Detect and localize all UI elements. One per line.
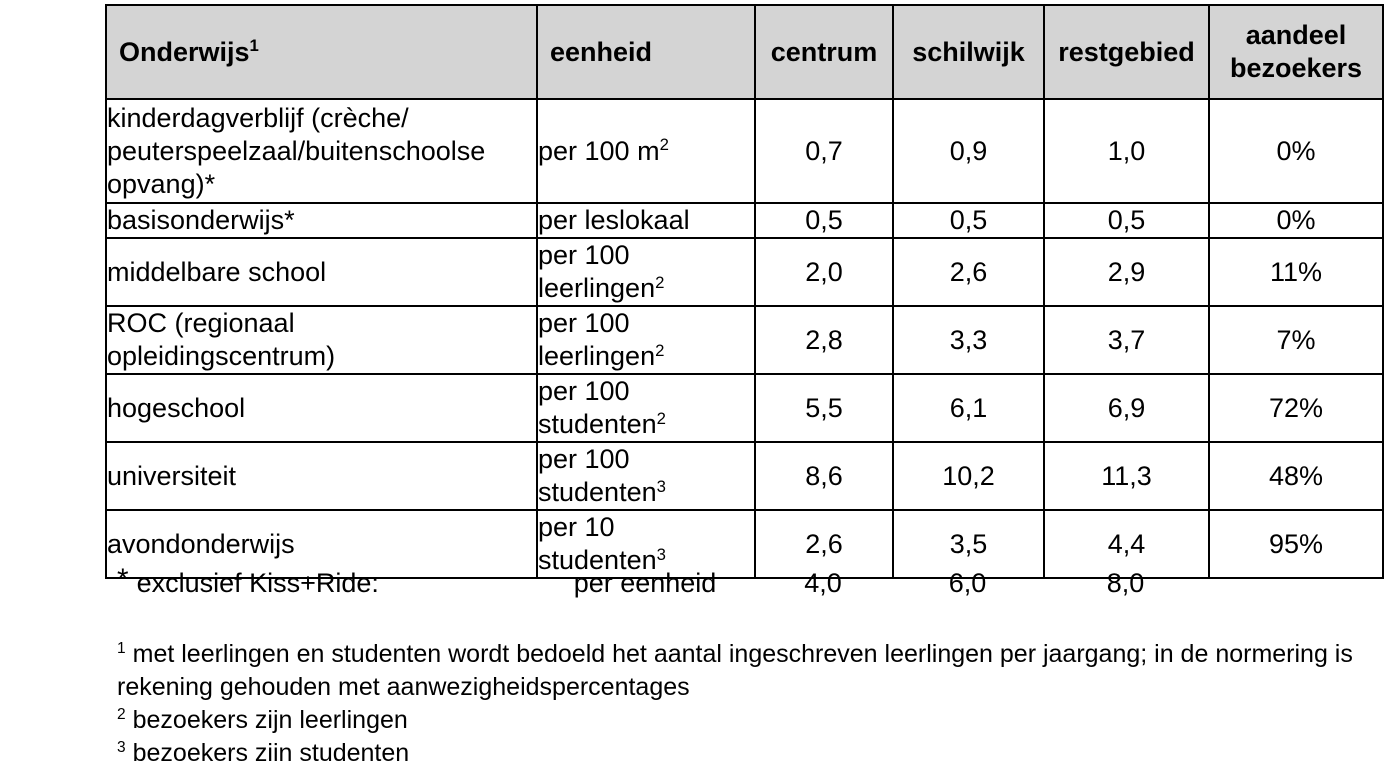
- kiss-and-ride-restgebied: 8,0: [1106, 568, 1145, 598]
- value-restgebied: 11,3: [1043, 441, 1210, 511]
- education-type-cell: universiteit: [105, 441, 538, 511]
- value-schilwijk: 3,5: [892, 509, 1045, 579]
- header-onderwijs-footnote-marker: 1: [249, 36, 259, 56]
- value-restgebied: 1,0: [1043, 98, 1210, 204]
- footnote-3-marker: 3: [117, 739, 126, 757]
- header-schilwijk: schilwijk: [892, 4, 1045, 100]
- value-restgebied: 0,5: [1043, 202, 1210, 239]
- unit-text: per 100 leerlingen: [538, 240, 656, 303]
- unit-text: per 100 leerlingen: [538, 308, 656, 371]
- table-body: kinderdagverblijf (crèche/ peuterspeelza…: [105, 98, 1384, 579]
- value-restgebied: 4,4: [1043, 509, 1210, 579]
- education-type-cell: ROC (regionaal opleidingscentrum): [105, 305, 538, 375]
- value-centrum: 0,7: [754, 98, 894, 204]
- unit-footnote-marker: 2: [656, 408, 666, 428]
- table-row-roc: ROC (regionaal opleidingscentrum) per 10…: [105, 305, 1384, 375]
- kiss-and-ride-schilwijk: 6,0: [948, 568, 987, 598]
- value-schilwijk: 6,1: [892, 373, 1045, 443]
- unit-cell: per 100 studenten2: [536, 373, 756, 443]
- value-restgebied: 3,7: [1043, 305, 1210, 375]
- footnote-1-marker: 1: [117, 640, 126, 658]
- table-row-avondonderwijs: avondonderwijs per 10 studenten3 2,6 3,5…: [105, 509, 1384, 579]
- value-aandeel-bezoekers: 7%: [1208, 305, 1384, 375]
- footnote-2-text: bezoekers zijn leerlingen: [132, 706, 408, 734]
- value-aandeel-bezoekers: 95%: [1208, 509, 1384, 579]
- header-row: Onderwijs1 eenheid centrum schilwijk res…: [105, 4, 1384, 100]
- value-aandeel-bezoekers: 11%: [1208, 237, 1384, 307]
- value-schilwijk: 2,6: [892, 237, 1045, 307]
- kiss-and-ride-label: * exclusief Kiss+Ride:: [105, 563, 536, 601]
- asterisk-marker: *: [117, 563, 129, 597]
- kiss-and-ride-unit: per eenheid: [573, 568, 717, 598]
- table-row-universiteit: universiteit per 100 studenten3 8,6 10,2…: [105, 441, 1384, 511]
- unit-text: per 10 studenten: [538, 512, 657, 575]
- value-schilwijk: 10,2: [892, 441, 1045, 511]
- header-eenheid: eenheid: [536, 4, 756, 100]
- footnote-3: 3 bezoekers zijn studenten: [117, 737, 1357, 761]
- header-onderwijs: Onderwijs1: [105, 4, 538, 100]
- education-type-cell: middelbare school: [105, 237, 538, 307]
- unit-footnote-marker: 3: [656, 544, 666, 564]
- education-type-cell: hogeschool: [105, 373, 538, 443]
- value-restgebied: 2,9: [1043, 237, 1210, 307]
- header-restgebied: restgebied: [1043, 4, 1210, 100]
- value-centrum: 5,5: [754, 373, 894, 443]
- value-centrum: 2,6: [754, 509, 894, 579]
- education-type-cell: basisonderwijs*: [105, 202, 538, 239]
- table-row-kinderdagverblijf: kinderdagverblijf (crèche/ peuterspeelza…: [105, 98, 1384, 204]
- value-schilwijk: 0,5: [892, 202, 1045, 239]
- unit-text: per 100 m: [538, 135, 660, 166]
- footnote-3-text: bezoekers zijn studenten: [132, 739, 410, 761]
- footnote-2: 2 bezoekers zijn leerlingen: [117, 704, 1357, 737]
- unit-cell: per 100 leerlingen2: [536, 305, 756, 375]
- value-centrum: 2,8: [754, 305, 894, 375]
- header-aandeel-bezoekers: aandeel bezoekers: [1208, 4, 1384, 100]
- unit-footnote-marker: 3: [656, 476, 666, 496]
- value-aandeel-bezoekers: 0%: [1208, 98, 1384, 204]
- header-onderwijs-label: Onderwijs: [119, 36, 250, 67]
- footnotes: 1 met leerlingen en studenten wordt bedoe…: [117, 638, 1357, 761]
- kiss-and-ride-label-text: exclusief Kiss+Ride:: [136, 568, 379, 598]
- unit-cell: per 10 studenten3: [536, 509, 756, 579]
- header-centrum: centrum: [754, 4, 894, 100]
- value-schilwijk: 3,3: [892, 305, 1045, 375]
- footnote-2-marker: 2: [117, 706, 126, 724]
- unit-cell: per 100 m2: [536, 98, 756, 204]
- value-aandeel-bezoekers: 0%: [1208, 202, 1384, 239]
- value-aandeel-bezoekers: 72%: [1208, 373, 1384, 443]
- unit-cell: per leslokaal: [536, 202, 756, 239]
- footnote-1: 1 met leerlingen en studenten wordt bedoe…: [117, 638, 1357, 704]
- kiss-and-ride-row: * exclusief Kiss+Ride: per eenheid 4,0 6,…: [105, 563, 1382, 601]
- unit-text: per 100 studenten: [538, 444, 657, 507]
- value-schilwijk: 0,9: [892, 98, 1045, 204]
- kiss-and-ride-centrum: 4,0: [804, 568, 842, 598]
- table-header: Onderwijs1 eenheid centrum schilwijk res…: [105, 4, 1384, 100]
- unit-footnote-marker: 2: [655, 272, 665, 292]
- education-parking-norms-table: Onderwijs1 eenheid centrum schilwijk res…: [105, 4, 1384, 579]
- education-type-cell: avondonderwijs: [105, 509, 538, 579]
- footnote-1-text: met leerlingen en studenten wordt bedoel…: [117, 640, 1353, 701]
- value-restgebied: 6,9: [1043, 373, 1210, 443]
- unit-footnote-marker: 2: [659, 135, 669, 155]
- table-row-middelbare-school: middelbare school per 100 leerlingen2 2,…: [105, 237, 1384, 307]
- value-centrum: 2,0: [754, 237, 894, 307]
- value-centrum: 8,6: [754, 441, 894, 511]
- unit-text: per 100 studenten: [538, 376, 657, 439]
- value-aandeel-bezoekers: 48%: [1208, 441, 1384, 511]
- unit-cell: per 100 leerlingen2: [536, 237, 756, 307]
- unit-footnote-marker: 2: [655, 340, 665, 360]
- unit-cell: per 100 studenten3: [536, 441, 756, 511]
- kiss-and-ride-empty-cell: [1208, 565, 1382, 601]
- unit-text: per leslokaal: [538, 205, 690, 235]
- table-row-hogeschool: hogeschool per 100 studenten2 5,5 6,1 6,…: [105, 373, 1384, 443]
- value-centrum: 0,5: [754, 202, 894, 239]
- education-type-cell: kinderdagverblijf (crèche/ peuterspeelza…: [105, 98, 538, 204]
- table-row-basisonderwijs: basisonderwijs* per leslokaal 0,5 0,5 0,…: [105, 202, 1384, 239]
